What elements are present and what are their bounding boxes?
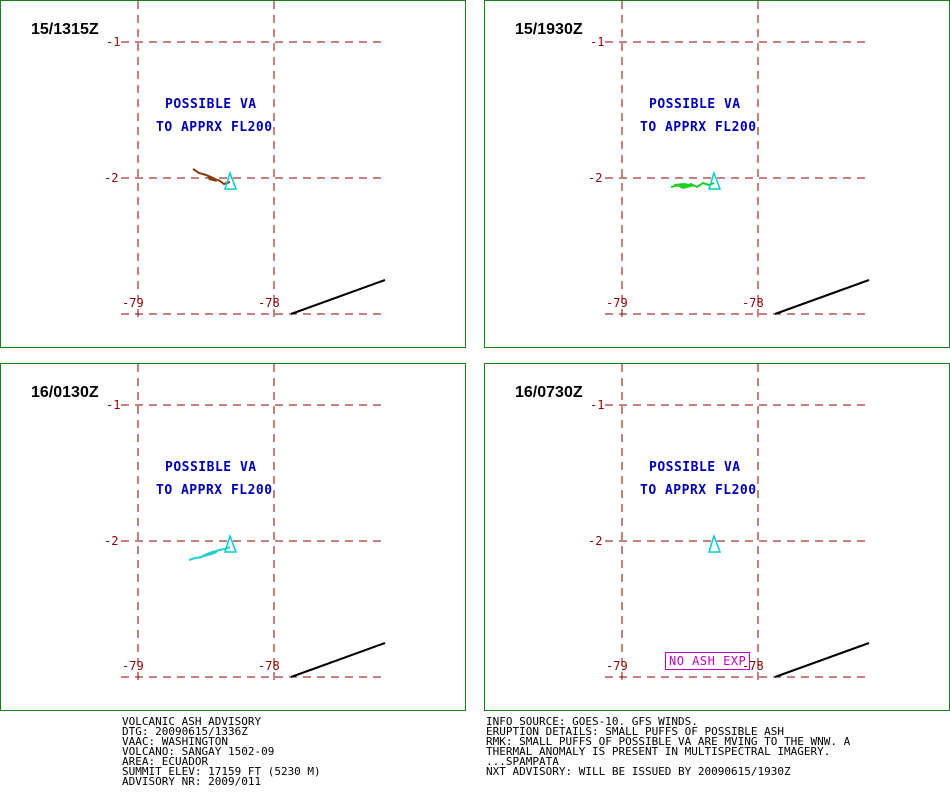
lat-lon-grid <box>121 364 381 684</box>
va-label-line1: POSSIBLE VA <box>165 460 257 475</box>
panel-time: 16/0130Z <box>31 384 99 401</box>
coastline <box>290 279 386 315</box>
advisory-line: VAAC: WASHINGTON <box>122 735 228 748</box>
forecast-panel-4: 16/0730Z -1 -2 -79 -78 POSSIBLE VA TO AP… <box>484 363 950 711</box>
advisory-line: DTG: 20090615/1336Z <box>122 725 248 738</box>
coastline <box>290 642 386 678</box>
ash-plume <box>192 168 231 186</box>
forecast-panel-2: 15/1930Z -1 -2 -79 -78 POSSIBLE VA TO AP… <box>484 0 950 348</box>
map-graphics <box>121 364 386 684</box>
lat-label-mid: -2 <box>104 534 119 548</box>
lon-label-left: -79 <box>606 296 628 310</box>
map-graphics <box>605 1 870 321</box>
advisory-line: RMK: SMALL PUFFS OF POSSIBLE VA ARE MVIN… <box>486 735 851 748</box>
lat-label-top: -1 <box>590 398 605 412</box>
advisory-line: ERUPTION DETAILS: SMALL PUFFS OF POSSIBL… <box>486 725 785 738</box>
volcano-icon <box>223 533 238 553</box>
lon-label-right: -78 <box>258 659 280 673</box>
lat-label-mid: -2 <box>104 171 119 185</box>
va-label-line2: TO APPRX FL200 <box>156 120 273 135</box>
ash-plume-fill <box>197 548 223 559</box>
lat-label-top: -1 <box>106 398 121 412</box>
advisory-line: VOLCANIC ASH ADVISORY <box>122 715 262 728</box>
advisory-line: VOLCANO: SANGAY 1502-09 <box>122 745 275 758</box>
advisory-line: SUMMIT ELEV: 17159 FT (5230 M) <box>122 765 321 778</box>
lat-lon-grid <box>605 364 865 684</box>
lon-label-left: -79 <box>606 659 628 673</box>
lat-label-mid: -2 <box>588 171 603 185</box>
volcano-icon <box>223 170 238 190</box>
map-graphics <box>605 364 870 684</box>
lon-label-left: -79 <box>122 659 144 673</box>
advisory-line: AREA: ECUADOR <box>122 755 209 768</box>
no-ash-box: NO ASH EXP <box>665 652 751 670</box>
ash-plume-fill <box>207 176 217 182</box>
lat-lon-grid <box>605 1 865 321</box>
coastline <box>774 279 870 315</box>
lat-label-top: -1 <box>590 35 605 49</box>
lon-label-right: -78 <box>258 296 280 310</box>
volcano-icon <box>707 533 722 553</box>
advisory-line: NXT ADVISORY: WILL BE ISSUED BY 20090615… <box>486 765 791 778</box>
va-label-line2: TO APPRX FL200 <box>156 483 273 498</box>
lat-label-mid: -2 <box>588 534 603 548</box>
forecast-panel-3: 16/0130Z -1 -2 -79 -78 POSSIBLE VA TO AP… <box>0 363 466 711</box>
va-label-line1: POSSIBLE VA <box>165 97 257 112</box>
advisory-line: THERMAL ANOMALY IS PRESENT IN MULTISPECT… <box>486 745 831 758</box>
lat-lon-grid <box>121 1 381 321</box>
panel-time: 15/1315Z <box>31 21 99 38</box>
map-graphics <box>121 1 386 321</box>
va-label-line2: TO APPRX FL200 <box>640 483 757 498</box>
panel-time: 16/0730Z <box>515 384 583 401</box>
advisory-line: INFO SOURCE: GOES-10. GFS WINDS. <box>486 715 698 728</box>
lon-label-right: -78 <box>742 296 764 310</box>
lat-label-top: -1 <box>106 35 121 49</box>
advisory-line: ADVISORY NR: 2009/011 <box>122 775 262 788</box>
forecast-panel-1: 15/1315Z -1 -2 -79 -78 POSSIBLE VA TO AP… <box>0 0 466 348</box>
ash-plume-fill <box>673 183 695 189</box>
advisory-left: VOLCANIC ASH ADVISORY DTG: 20090615/1336… <box>122 715 321 788</box>
va-label-line2: TO APPRX FL200 <box>640 120 757 135</box>
va-label-line1: POSSIBLE VA <box>649 460 741 475</box>
advisory-right: INFO SOURCE: GOES-10. GFS WINDS. ERUPTIO… <box>486 715 851 778</box>
lon-label-left: -79 <box>122 296 144 310</box>
advisory-line: ...SPAMPATA <box>486 755 559 768</box>
coastline <box>774 642 870 678</box>
va-label-line1: POSSIBLE VA <box>649 97 741 112</box>
volcano-icon <box>707 170 722 190</box>
panel-time: 15/1930Z <box>515 21 583 38</box>
